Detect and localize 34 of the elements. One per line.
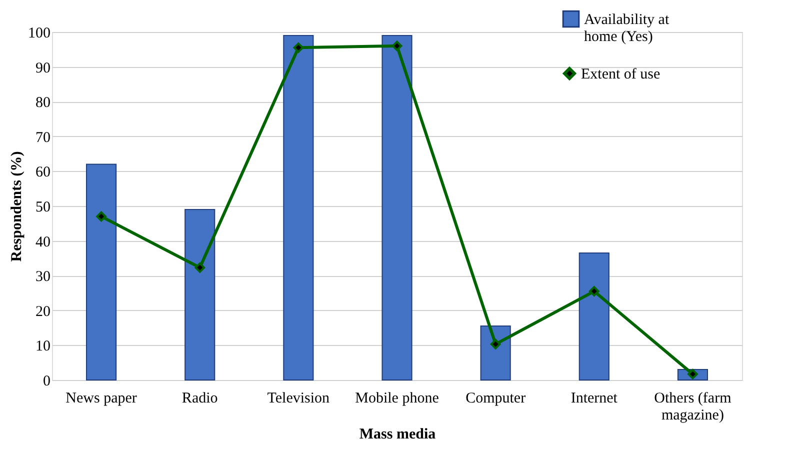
y-tick-label: 40 [36, 234, 50, 250]
y-tick-label: 20 [36, 304, 50, 320]
point [293, 42, 304, 53]
point [588, 286, 600, 296]
x-tick-label: Computer [466, 390, 526, 406]
y-tick-label: 100 [28, 26, 50, 42]
point [96, 211, 106, 222]
x-tick-label: Radio [182, 390, 218, 406]
bar [86, 164, 117, 380]
point [392, 40, 402, 52]
y-tick-label: 10 [36, 338, 50, 355]
legend-label: Extent of use [581, 66, 660, 82]
y-tick-label: 0 [43, 374, 50, 390]
x-axis-title: Mass media [359, 426, 436, 442]
bar [283, 34, 314, 380]
y-tick-label: 70 [36, 130, 50, 146]
x-tick-label: Others (farm magazine) [654, 390, 732, 424]
bar [184, 208, 216, 380]
legend-label: Availability at home (Yes) [584, 12, 670, 45]
x-tick-label: Mobile phone [355, 390, 440, 406]
point [194, 262, 206, 273]
bar [578, 252, 610, 380]
y-tick-label: 90 [36, 60, 50, 76]
y-axis-title: Respondents (%) [9, 151, 25, 262]
y-tick-label: 30 [36, 269, 50, 286]
x-tick-label: Television [267, 390, 330, 406]
bar [382, 34, 412, 380]
x-tick-label: Internet [570, 390, 618, 406]
x-tick-label: News paper [66, 390, 137, 406]
y-tick-label: 60 [36, 164, 50, 181]
point [490, 338, 501, 350]
y-tick-label: 50 [36, 200, 50, 216]
y-tick-label: 80 [36, 95, 50, 112]
bar [480, 326, 511, 380]
